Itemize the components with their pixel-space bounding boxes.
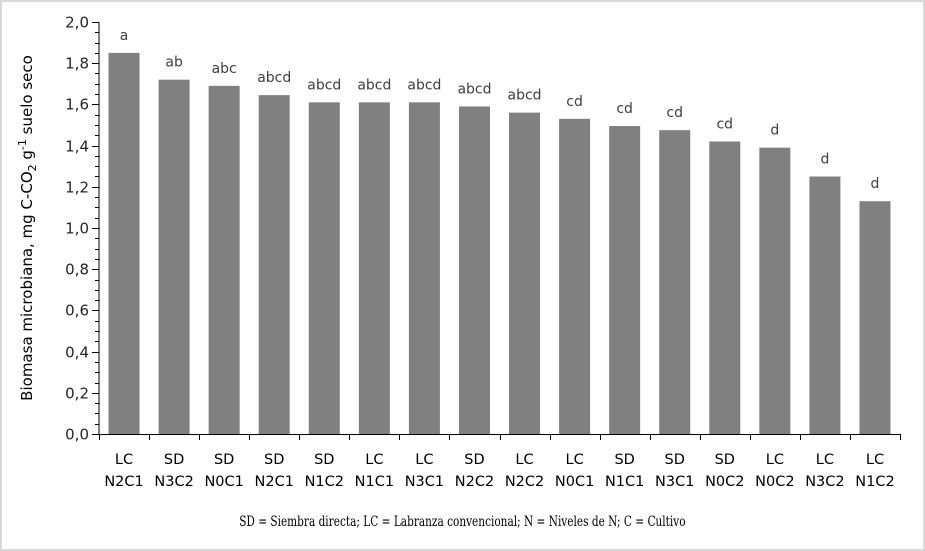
x-category-label: LC bbox=[115, 452, 133, 468]
bar-annotation: d bbox=[820, 152, 829, 168]
bar-annotation: cd bbox=[616, 101, 633, 117]
y-tick-label: 0,0 bbox=[65, 426, 89, 444]
x-category-label: SD bbox=[314, 452, 334, 468]
bar bbox=[609, 126, 641, 434]
x-category-label: SD bbox=[464, 452, 484, 468]
bar bbox=[158, 79, 190, 435]
bar bbox=[509, 112, 541, 434]
x-category-label: SD bbox=[214, 452, 234, 468]
x-category-label: SD bbox=[614, 452, 634, 468]
x-category-label: LC bbox=[415, 452, 433, 468]
y-tick-label: 1,8 bbox=[65, 55, 89, 73]
bar-annotation: abcd bbox=[357, 77, 391, 93]
bar-annotation: d bbox=[871, 176, 880, 192]
x-category-label: LC bbox=[515, 452, 533, 468]
x-category-sublabel: N0C1 bbox=[555, 474, 594, 490]
bar bbox=[709, 141, 741, 435]
y-axis-label: Biomasa microbiana, mg C-CO2 g-1 suelo s… bbox=[16, 55, 39, 401]
bar bbox=[659, 130, 691, 434]
y-tick-label: 0,6 bbox=[65, 302, 89, 320]
bar-annotation: abcd bbox=[457, 81, 491, 97]
x-category-sublabel: N1C1 bbox=[605, 474, 644, 490]
bar bbox=[208, 85, 240, 435]
bar bbox=[559, 118, 591, 434]
y-tick-label: 0,8 bbox=[65, 261, 89, 279]
x-category-label: SD bbox=[715, 452, 735, 468]
y-tick-label: 0,2 bbox=[65, 385, 89, 403]
x-category-label: SD bbox=[264, 452, 284, 468]
x-category-sublabel: N3C2 bbox=[154, 474, 193, 490]
bar bbox=[108, 52, 140, 435]
x-category-label: LC bbox=[866, 452, 884, 468]
x-category-label: LC bbox=[565, 452, 583, 468]
x-category-sublabel: N1C2 bbox=[855, 474, 894, 490]
x-category-label: LC bbox=[766, 452, 784, 468]
x-category-sublabel: N2C2 bbox=[455, 474, 494, 490]
bar-annotation: abcd bbox=[508, 88, 542, 104]
x-category-label: SD bbox=[164, 452, 184, 468]
y-tick-label: 1,2 bbox=[65, 179, 89, 197]
x-category-sublabel: N1C1 bbox=[355, 474, 394, 490]
x-category-sublabel: N0C2 bbox=[705, 474, 744, 490]
x-category-label: LC bbox=[365, 452, 383, 468]
y-tick-label: 0,4 bbox=[65, 344, 89, 362]
footnote: SD = Siembra directa; LC = Labranza conv… bbox=[239, 514, 686, 530]
x-category-sublabel: N2C1 bbox=[104, 474, 143, 490]
y-tick-label: 1,4 bbox=[65, 138, 89, 156]
y-axis: 0,0 0,2 0,4 0,6 0,8 1,0 1,2 1,4 1,6 1,8 2,0 bbox=[65, 14, 100, 444]
x-category-sublabel: N3C1 bbox=[655, 474, 694, 490]
x-category-sublabel: N2C1 bbox=[255, 474, 294, 490]
bar bbox=[308, 102, 340, 434]
bar bbox=[358, 102, 390, 434]
bar-annotation: a bbox=[120, 28, 129, 44]
x-axis: LC N2C1 SD N3C2 SD N0C1 SD N2C1 SD N1C2 LC N1C1 LC N3… bbox=[99, 434, 901, 490]
x-category-label: LC bbox=[816, 452, 834, 468]
bar-annotation: abcd bbox=[307, 77, 341, 93]
bar bbox=[809, 176, 841, 434]
bar bbox=[258, 95, 290, 434]
bar-annotation: cd bbox=[666, 105, 683, 121]
y-tick-label: 2,0 bbox=[65, 14, 89, 32]
bar-annotation: abcd bbox=[257, 70, 291, 86]
bar-annotation: ab bbox=[165, 55, 183, 71]
bars: a ab abc abcd abcd abcd abcd abcd abcd cd cd cd cd d d… bbox=[108, 28, 891, 435]
bar-annotation: cd bbox=[716, 116, 733, 132]
x-category-label: SD bbox=[665, 452, 685, 468]
bar bbox=[458, 106, 490, 435]
x-category-sublabel: N1C2 bbox=[305, 474, 344, 490]
x-category-sublabel: N0C1 bbox=[204, 474, 243, 490]
x-category-sublabel: N2C2 bbox=[505, 474, 544, 490]
bar bbox=[408, 102, 440, 434]
bar bbox=[759, 147, 791, 434]
x-category-sublabel: N0C2 bbox=[755, 474, 794, 490]
bar bbox=[859, 201, 891, 434]
bar-annotation: cd bbox=[566, 94, 583, 110]
y-tick-label: 1,6 bbox=[65, 96, 89, 114]
bar-annotation: d bbox=[770, 123, 779, 139]
y-tick-label: 1,0 bbox=[65, 220, 89, 238]
x-category-sublabel: N3C1 bbox=[405, 474, 444, 490]
bar-annotation: abc bbox=[212, 61, 237, 77]
x-category-sublabel: N3C2 bbox=[805, 474, 844, 490]
bar-annotation: abcd bbox=[407, 77, 441, 93]
